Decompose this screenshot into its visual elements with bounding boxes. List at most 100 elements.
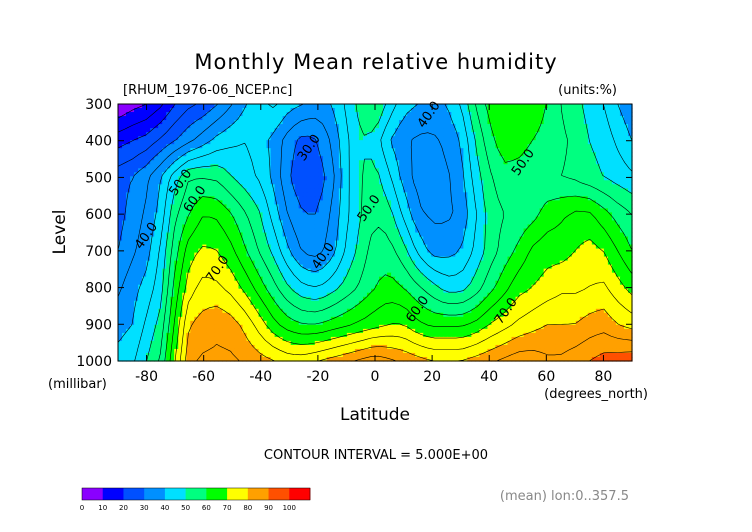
contour-fill-cell <box>258 248 264 254</box>
contour-fill-cell <box>234 164 240 169</box>
contour-fill-cell <box>198 216 203 222</box>
contour-fill-cell <box>190 236 195 242</box>
contour-fill-cell <box>547 224 553 230</box>
contour-fill-cell <box>150 224 155 230</box>
contour-fill-cell <box>206 172 211 177</box>
contour-fill-cell <box>523 184 529 189</box>
contour-fill-cell <box>431 240 436 246</box>
contour-fill-cell <box>342 168 348 173</box>
contour-fill-cell <box>318 124 324 129</box>
contour-fill-cell <box>126 136 131 141</box>
contour-fill-cell <box>471 116 476 121</box>
contour-fill-cell <box>326 240 332 246</box>
contour-fill-cell <box>170 220 175 226</box>
contour-fill-cell <box>210 196 215 201</box>
contour-fill-cell <box>250 232 256 238</box>
contour-fill-cell <box>186 128 191 133</box>
contour-fill-cell <box>479 236 485 242</box>
contour-fill-cell <box>411 164 416 169</box>
contour-fill-cell <box>463 232 468 238</box>
contour-fill-cell <box>174 104 179 109</box>
contour-fill-cell <box>543 144 549 149</box>
contour-fill-cell <box>619 132 625 137</box>
contour-fill-cell <box>411 212 416 218</box>
contour-fill-cell <box>214 188 219 193</box>
contour-fill-cell <box>306 200 312 205</box>
contour-fill-cell <box>463 236 468 242</box>
contour-fill-cell <box>250 244 256 250</box>
contour-fill-cell <box>439 160 444 165</box>
contour-fill-cell <box>447 168 452 173</box>
contour-fill-cell <box>262 224 268 230</box>
contour-fill-cell <box>282 112 288 117</box>
contour-fill-cell <box>379 156 384 161</box>
contour-fill-cell <box>415 188 420 193</box>
contour-fill-cell <box>607 104 613 109</box>
contour-fill-cell <box>122 184 127 189</box>
contour-fill-cell <box>342 176 348 181</box>
contour-fill-cell <box>511 224 517 230</box>
contour-fill-cell <box>583 120 589 125</box>
contour-fill-cell <box>126 148 131 153</box>
contour-fill-cell <box>362 120 368 125</box>
contour-fill-cell <box>282 208 288 214</box>
contour-fill-cell <box>447 160 452 165</box>
contour-fill-cell <box>503 176 509 181</box>
contour-fill-cell <box>298 168 304 173</box>
contour-fill-cell <box>282 120 288 125</box>
contour-fill-cell <box>387 176 392 181</box>
contour-fill-cell <box>483 136 489 141</box>
contour-fill-cell <box>222 192 228 197</box>
contour-fill-cell <box>182 168 187 173</box>
contour-fill-cell <box>266 228 272 234</box>
contour-fill-cell <box>419 160 424 165</box>
contour-fill-cell <box>415 144 420 149</box>
contour-fill-cell <box>314 152 320 157</box>
contour-fill-cell <box>407 204 412 210</box>
contour-fill-cell <box>210 112 215 117</box>
contour-fill-cell <box>611 148 617 153</box>
contour-fill-cell <box>575 124 581 129</box>
contour-fill-cell <box>447 120 452 125</box>
contour-fill-cell <box>607 192 613 197</box>
contour-fill-cell <box>290 164 296 169</box>
contour-fill-cell <box>579 244 585 250</box>
contour-fill-cell <box>130 232 135 238</box>
contour-fill-cell <box>375 232 380 238</box>
contour-fill-cell <box>511 140 517 145</box>
contour-fill-cell <box>294 196 300 201</box>
contour-fill-cell <box>475 244 481 250</box>
contour-fill-cell <box>615 132 621 137</box>
contour-fill-cell <box>174 120 179 125</box>
contour-fill-cell <box>387 208 392 214</box>
contour-fill-cell <box>130 208 135 214</box>
contour-fill-cell <box>330 220 336 226</box>
contour-fill-cell <box>455 160 460 165</box>
contour-fill-cell <box>399 152 404 157</box>
contour-fill-cell <box>266 112 272 117</box>
contour-fill-cell <box>290 132 296 137</box>
contour-fill-cell <box>483 140 489 145</box>
contour-fill-cell <box>238 164 244 169</box>
contour-fill-cell <box>302 224 308 230</box>
contour-fill-cell <box>415 120 420 125</box>
contour-fill-cell <box>190 144 195 149</box>
contour-fill-cell <box>459 120 464 125</box>
contour-fill-cell <box>455 132 460 137</box>
contour-fill-cell <box>306 196 312 201</box>
contour-fill-cell <box>266 176 272 181</box>
contour-fill-cell <box>322 108 328 113</box>
contour-fill-cell <box>302 216 308 222</box>
contour-fill-cell <box>471 192 476 197</box>
contour-fill-cell <box>443 172 448 177</box>
contour-fill-cell <box>531 124 537 129</box>
contour-fill-cell <box>190 184 195 189</box>
contour-fill-cell <box>126 152 131 157</box>
contour-fill-cell <box>399 176 404 181</box>
contour-fill-cell <box>262 156 268 161</box>
contour-fill-cell <box>467 248 472 254</box>
contour-fill-cell <box>234 176 240 181</box>
contour-fill-cell <box>266 212 272 218</box>
contour-fill-cell <box>150 212 155 218</box>
contour-fill-cell <box>531 188 537 193</box>
